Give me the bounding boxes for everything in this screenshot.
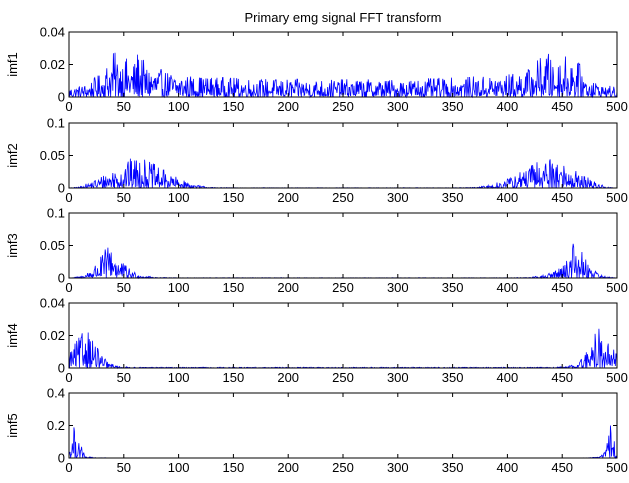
- imf3-ytick-label: 0: [58, 271, 65, 286]
- imf5-xtick-label: 0: [65, 460, 72, 475]
- imf4-xtick-label: 100: [168, 370, 190, 385]
- imf3-xtick-label: 300: [387, 280, 409, 295]
- imf1-xtick-label: 450: [551, 99, 573, 114]
- imf5-ytick-label: 0.2: [47, 418, 65, 433]
- imf2-xtick-label: 0: [65, 190, 72, 205]
- subplot-imf1: 0 50 100 150 200 250 300 350 400 450 500 0 0.02 0.04 i…: [5, 25, 628, 115]
- imf4-xtick-label: 400: [497, 370, 519, 385]
- imf3-xtick-label: 500: [606, 280, 628, 295]
- imf3-xtick-label: 200: [277, 280, 299, 295]
- imf5-xtick-label: 500: [606, 460, 628, 475]
- imf5-xtick-label: 150: [223, 460, 245, 475]
- imf3-xtick-label: 350: [442, 280, 464, 295]
- imf3-xtick-label: 450: [551, 280, 573, 295]
- subplot-imf5: 0 50 100 150 200 250 300 350 400 450 500 0 0.2 0.4 imf…: [5, 386, 628, 476]
- imf1-ytick-label: 0.04: [40, 25, 65, 40]
- subplot-imf4: 0 50 100 150 200 250 300 350 400 450 500 0 0.02 0.04 i…: [5, 296, 628, 386]
- figure-title: Primary emg signal FFT transform: [245, 10, 442, 25]
- imf3-xtick-label: 100: [168, 280, 190, 295]
- imf1-axis-label: imf1: [5, 52, 20, 77]
- imf3-trace: [68, 243, 618, 280]
- imf2-ytick-label: 0: [58, 181, 65, 196]
- imf3-axis-label: imf3: [5, 233, 20, 258]
- imf1-ytick-label: 0: [58, 90, 65, 105]
- imf1-xtick-label: 50: [117, 99, 131, 114]
- imf2-xtick-label: 450: [551, 190, 573, 205]
- imf5-xtick-label: 350: [442, 460, 464, 475]
- imf2-xtick-label: 250: [332, 190, 354, 205]
- imf2-trace: [68, 158, 618, 190]
- imf1-xtick-label: 200: [277, 99, 299, 114]
- imf2-xtick-label: 50: [117, 190, 131, 205]
- imf4-xtick-label: 50: [117, 370, 131, 385]
- imf4-xtick-label: 300: [387, 370, 409, 385]
- imf4-axis-label: imf4: [5, 323, 20, 348]
- imf3-axes-frame: [68, 212, 618, 279]
- subplot-stack: 0 50 100 150 200 250 300 350 400 450 50000.020.04i…: [5, 25, 628, 476]
- imf5-xtick-label: 400: [497, 460, 519, 475]
- imf2-ytick-label: 0.05: [40, 148, 65, 163]
- imf2-xtick-label: 300: [387, 190, 409, 205]
- imf3-ytick-label: 0.1: [47, 206, 65, 221]
- imf4-xtick-label: 200: [277, 370, 299, 385]
- imf1-xtick-label: 0: [65, 99, 72, 114]
- imf5-xtick-label: 250: [332, 460, 354, 475]
- imf2-ytick-label: 0.1: [47, 116, 65, 131]
- imf4-ytick-label: 0.02: [40, 328, 65, 343]
- imf5-xtick-label: 450: [551, 460, 573, 475]
- imf3-xtick-label: 400: [497, 280, 519, 295]
- imf2-xtick-label: 400: [497, 190, 519, 205]
- imf5-xtick-label: 300: [387, 460, 409, 475]
- imf2-xtick-label: 500: [606, 190, 628, 205]
- imf2-xtick-label: 350: [442, 190, 464, 205]
- imf4-ytick-label: 0: [58, 361, 65, 376]
- imf4-xtick-label: 0: [65, 370, 72, 385]
- imf2-xtick-label: 200: [277, 190, 299, 205]
- imf4-xtick-label: 250: [332, 370, 354, 385]
- imf4-xtick-label: 450: [551, 370, 573, 385]
- imf2-axis-label: imf2: [5, 143, 20, 168]
- imf5-trace: [68, 425, 618, 460]
- imf1-xtick-label: 250: [332, 99, 354, 114]
- imf4-xtick-label: 150: [223, 370, 245, 385]
- imf3-xtick-label: 0: [65, 280, 72, 295]
- imf5-ytick-label: 0.4: [47, 386, 65, 401]
- imf1-trace: [68, 52, 618, 99]
- imf4-xtick-label: 350: [442, 370, 464, 385]
- imf4-ytick-label: 0.04: [40, 296, 65, 311]
- imf3-xtick-label: 250: [332, 280, 354, 295]
- imf1-xtick-label: 100: [168, 99, 190, 114]
- imf3-ytick-label: 0.05: [40, 238, 65, 253]
- imf1-xtick-label: 400: [497, 99, 519, 114]
- imf1-xtick-label: 300: [387, 99, 409, 114]
- imf3-xtick-label: 50: [117, 280, 131, 295]
- imf5-xtick-label: 100: [168, 460, 190, 475]
- imf5-axes-frame: [68, 392, 618, 459]
- imf5-ytick-label: 0: [58, 451, 65, 466]
- subplot-imf2: 0 50 100 150 200 250 300 350 400 450 500 0 0.05 0.1 im…: [5, 116, 628, 206]
- subplot-imf3: 0 50 100 150 200 250 300 350 400 450 500 0 0.05 0.1 im…: [5, 206, 628, 296]
- imf4-trace: [68, 328, 618, 370]
- imf2-xtick-label: 100: [168, 190, 190, 205]
- imf5-xtick-label: 200: [277, 460, 299, 475]
- imf1-xtick-label: 500: [606, 99, 628, 114]
- imf1-xtick-label: 350: [442, 99, 464, 114]
- imf4-xtick-label: 500: [606, 370, 628, 385]
- imf1-xtick-label: 150: [223, 99, 245, 114]
- imf5-axis-label: imf5: [5, 413, 20, 438]
- imf3-xtick-label: 150: [223, 280, 245, 295]
- imf5-xtick-label: 50: [117, 460, 131, 475]
- imf4-axes-frame: [68, 302, 618, 369]
- imf2-xtick-label: 150: [223, 190, 245, 205]
- imf1-ytick-label: 0.02: [40, 57, 65, 72]
